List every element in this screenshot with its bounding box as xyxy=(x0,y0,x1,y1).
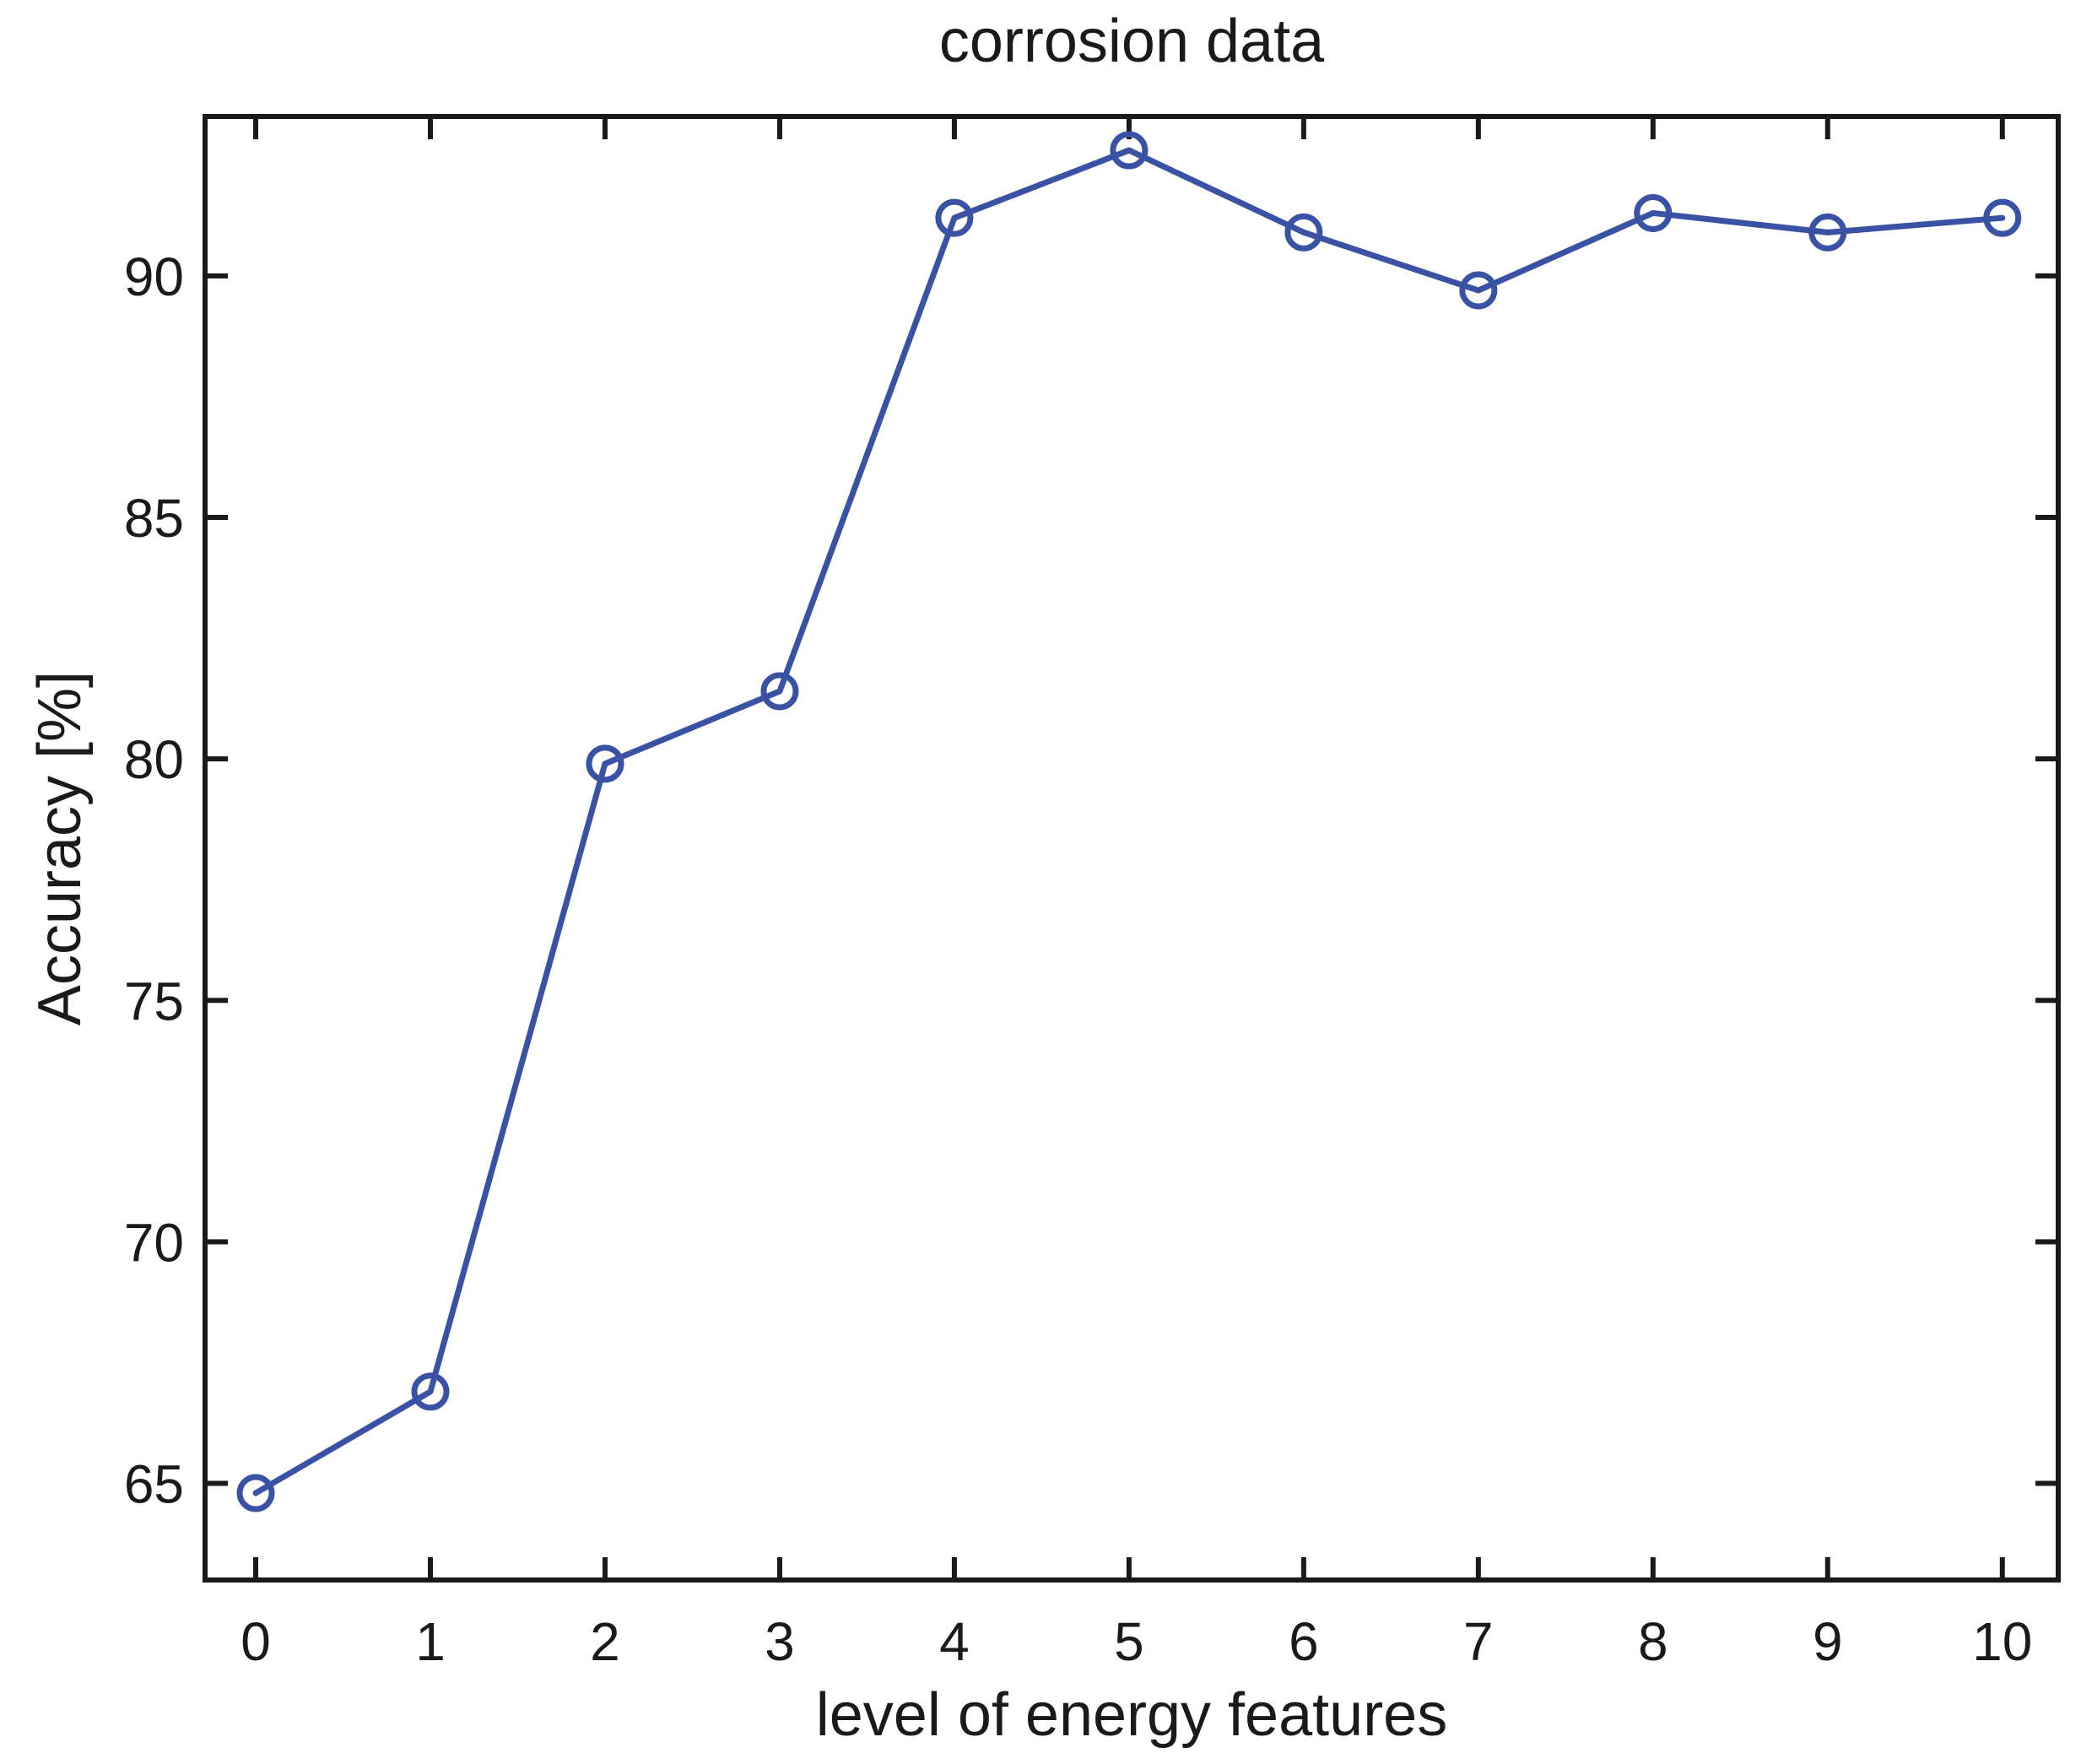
y-tick-label-70: 70 xyxy=(124,1212,184,1273)
x-tick-label-10: 10 xyxy=(1972,1611,2032,1672)
data-point-x7 xyxy=(1459,271,1498,310)
series-line-accuracy-vs-energy-level xyxy=(252,147,2006,1496)
data-point-x0 xyxy=(236,1474,275,1512)
data-point-x1 xyxy=(411,1372,450,1411)
y-tick-label-80: 80 xyxy=(124,729,184,790)
data-point-x2 xyxy=(586,744,624,783)
data-point-x4 xyxy=(935,198,974,237)
data-point-x6 xyxy=(1284,213,1323,252)
x-tick-label-6: 6 xyxy=(1289,1611,1319,1672)
data-point-x5 xyxy=(1110,131,1149,170)
y-tick-label-75: 75 xyxy=(124,971,184,1031)
data-point-x8 xyxy=(1634,193,1673,232)
x-axis-label: level of energy features xyxy=(816,1681,1447,1749)
x-tick-label-2: 2 xyxy=(590,1611,620,1672)
data-point-x9 xyxy=(1808,213,1847,252)
x-tick-label-3: 3 xyxy=(765,1611,795,1672)
x-tick-label-8: 8 xyxy=(1638,1611,1668,1672)
x-tick-label-1: 1 xyxy=(415,1611,446,1672)
axes-box xyxy=(203,114,2061,1583)
x-tick-label-7: 7 xyxy=(1463,1611,1494,1672)
y-tick-label-65: 65 xyxy=(124,1454,184,1515)
x-tick-label-5: 5 xyxy=(1114,1611,1144,1672)
chart-title: corrosion data xyxy=(939,8,1325,75)
data-point-x10 xyxy=(1983,198,2022,237)
y-axis-label: Accuracy [%] xyxy=(26,671,94,1025)
data-point-x3 xyxy=(760,672,799,711)
x-tick-label-0: 0 xyxy=(241,1611,271,1672)
x-tick-label-9: 9 xyxy=(1813,1611,1843,1672)
y-tick-label-90: 90 xyxy=(124,246,184,307)
plot-area: 0 1 2 3 4 5 6 7 8 9 10 65 70 75 80 85 90 xyxy=(124,114,2061,1672)
x-tick-label-4: 4 xyxy=(939,1611,970,1672)
y-tick-label-85: 85 xyxy=(124,488,184,549)
